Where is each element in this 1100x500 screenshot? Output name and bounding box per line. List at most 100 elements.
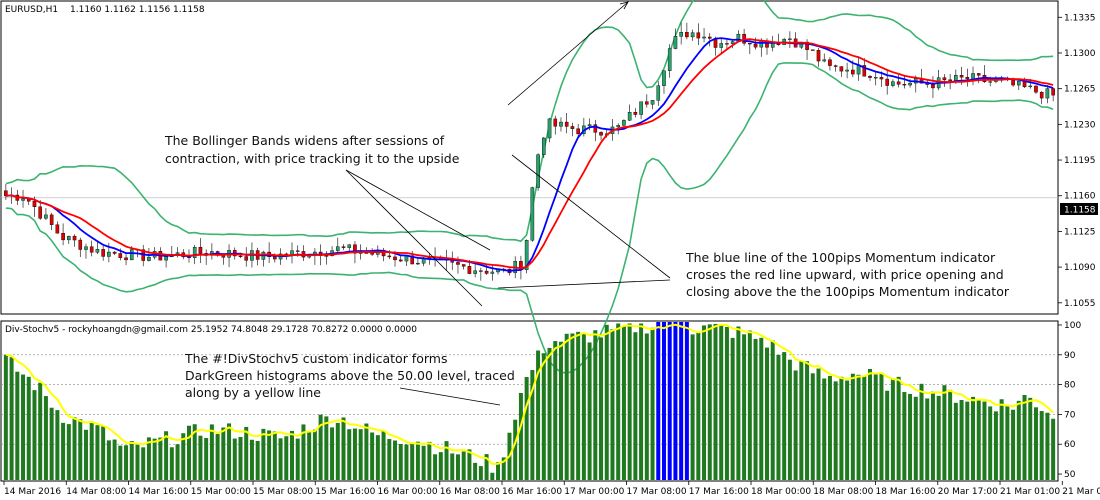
histogram-bar: [1005, 404, 1010, 480]
histogram-bar: [656, 322, 661, 480]
candle-body: [416, 262, 420, 265]
price-tick-label: 1.1090: [1064, 263, 1096, 273]
momentum-note-line-1: The blue line of the 100pips Momentum in…: [685, 250, 996, 265]
candle-body: [72, 235, 77, 241]
histogram-bar: [993, 411, 998, 480]
bands-note-line-2: contraction, with price tracking it to t…: [165, 151, 460, 166]
candle-body: [942, 77, 947, 80]
histogram-bar: [215, 433, 220, 480]
histogram-bar: [501, 457, 506, 480]
histogram-bar: [421, 445, 426, 480]
time-tick-label: 14 Mar 08:00: [66, 487, 126, 497]
candle-body: [398, 259, 403, 262]
histogram-bar: [375, 435, 380, 480]
histogram-bar: [290, 430, 295, 480]
candle-body: [164, 256, 168, 261]
histogram-bar: [112, 439, 117, 480]
histogram-bar: [856, 374, 861, 480]
candle-body: [696, 32, 701, 39]
candle-body: [524, 240, 529, 270]
candle-body: [1051, 88, 1055, 96]
histogram-bar: [221, 427, 226, 480]
histogram-bar: [747, 330, 752, 480]
candle-body: [32, 201, 37, 208]
stoch-arrow: [399, 387, 501, 406]
trend-arrowhead: [619, 1, 629, 10]
histogram-bar: [324, 416, 329, 480]
histogram-bar: [524, 377, 529, 480]
trend-arrow: [507, 1, 629, 106]
time-tick-label: 18 Mar 08:00: [813, 487, 873, 497]
histogram-bar: [301, 424, 306, 480]
histogram-bar: [26, 376, 31, 480]
histogram-bar: [473, 462, 478, 480]
candle-body: [461, 264, 466, 267]
candle-body: [868, 76, 872, 78]
candle-body: [536, 154, 540, 188]
time-tick-label: 15 Mar 08:00: [253, 487, 313, 497]
histogram-bar: [227, 423, 232, 480]
histogram-bar: [341, 417, 346, 480]
candle-body: [931, 84, 935, 89]
time-tick-label: 16 Mar 08:00: [440, 487, 500, 497]
histogram-bar: [719, 325, 724, 480]
histogram-bar: [330, 427, 335, 480]
candle-body: [873, 77, 878, 79]
stoch-note-line-3: along by a yellow line: [185, 385, 321, 400]
histogram-bar: [496, 462, 501, 480]
upper-band: [5, 0, 1054, 243]
candle-body: [95, 249, 100, 253]
ohlc-header: 1.1160 1.1162 1.1156 1.1158: [70, 5, 205, 15]
histogram-bar: [1016, 400, 1021, 480]
stoch-tick-label: 50: [1064, 470, 1076, 480]
candle-body: [479, 270, 483, 272]
candle-body: [410, 255, 414, 265]
candle-body: [816, 50, 821, 62]
histogram-bar: [913, 396, 918, 480]
time-tick-label: 18 Mar 16:00: [876, 487, 936, 497]
histogram-bar: [49, 407, 54, 480]
candle-body: [622, 120, 626, 126]
candle-body: [484, 270, 489, 274]
candle-body: [667, 48, 672, 71]
current-price-label: 1.1158: [1064, 206, 1096, 216]
price-tick-label: 1.1230: [1064, 120, 1096, 130]
candle-body: [633, 112, 638, 115]
histogram-bar: [83, 429, 88, 480]
candle-body: [107, 251, 111, 257]
histogram-bar: [536, 350, 541, 480]
histogram-bar: [135, 442, 140, 480]
histogram-bar: [284, 436, 289, 480]
candle-body: [616, 125, 621, 128]
histogram-bar: [713, 323, 718, 480]
candle-body: [845, 69, 849, 72]
stoch-tick-label: 90: [1064, 351, 1076, 361]
histogram-bar: [982, 401, 987, 480]
histogram-bar: [249, 439, 254, 480]
candle-body: [885, 78, 889, 86]
time-tick-label: 21 Mar 09:00: [1062, 487, 1100, 497]
histogram-bar: [370, 432, 375, 480]
histogram-bar: [101, 426, 106, 480]
candle-body: [959, 74, 964, 78]
candle-body: [719, 43, 724, 48]
yellow-signal-line: [5, 323, 1054, 466]
histogram-bar: [410, 443, 415, 480]
histogram-bar: [255, 440, 260, 480]
price-axis: 1.1335 1.1300 1.1265 1.1230 1.1195 1.1160 1.11…: [1058, 13, 1096, 480]
candle-body: [387, 255, 392, 258]
candle-body: [124, 257, 128, 261]
candle-body: [473, 270, 477, 274]
histogram-bar: [169, 447, 174, 480]
histogram-bar: [1033, 407, 1038, 480]
histogram-bar: [518, 392, 523, 480]
histogram-bar: [181, 433, 186, 480]
histogram-bar: [278, 438, 283, 480]
price-tick-label: 1.1265: [1064, 85, 1096, 95]
stoch-histogram: [3, 322, 1056, 480]
candle-body: [976, 73, 981, 76]
histogram-bar: [879, 372, 884, 480]
histogram-bar: [810, 373, 815, 480]
histogram-bar: [959, 399, 964, 480]
